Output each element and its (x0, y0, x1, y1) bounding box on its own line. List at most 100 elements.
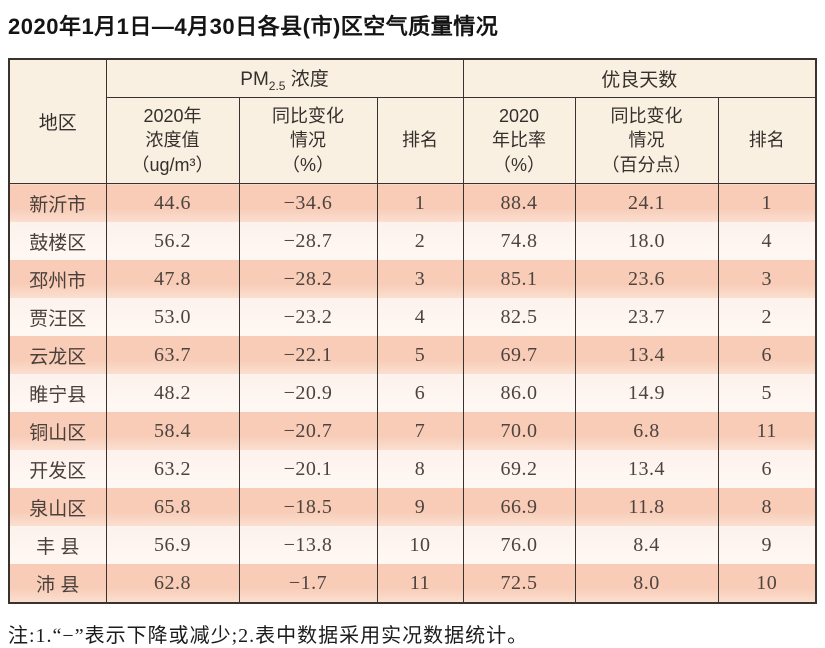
column-header-good-change: 同比变化 情况 （百分点） (574, 97, 719, 184)
cell-pm-value: 63.7 (105, 336, 240, 374)
cell-pm-change: −20.9 (238, 374, 378, 412)
cell-region: 开发区 (8, 450, 107, 488)
cell-pm-change: −1.7 (238, 564, 378, 603)
column-header-pm-value: 2020年 浓度值 （ug/m³） (105, 97, 240, 184)
table-row: 丰 县 56.9 −13.8 10 76.0 8.4 9 (8, 526, 817, 564)
cell-good-ratio: 82.5 (462, 298, 576, 336)
cell-region: 新沂市 (8, 183, 107, 222)
table-row: 开发区 63.2 −20.1 8 69.2 13.4 6 (8, 450, 817, 488)
table-row: 邳州市 47.8 −28.2 3 85.1 23.6 3 (8, 260, 817, 298)
cell-good-rank: 6 (717, 450, 817, 488)
cell-region: 丰 县 (8, 526, 107, 564)
cell-good-change: 24.1 (574, 183, 719, 222)
cell-good-change: 6.8 (574, 412, 719, 450)
column-header-pm-rank: 排名 (376, 97, 464, 184)
cell-good-ratio: 88.4 (462, 183, 576, 222)
cell-good-ratio: 76.0 (462, 526, 576, 564)
table-row: 泉山区 65.8 −18.5 9 66.9 11.8 8 (8, 488, 817, 526)
cell-pm-value: 47.8 (105, 260, 240, 298)
column-header-good-ratio: 2020 年比率 （%） (462, 97, 576, 184)
air-quality-report-page: 2020年1月1日—4月30日各县(市)区空气质量情况 地区 PM2.5 浓度 … (8, 14, 818, 647)
cell-pm-change: −22.1 (238, 336, 378, 374)
cell-pm-change: −20.1 (238, 450, 378, 488)
column-header-good-rank: 排名 (717, 97, 817, 184)
air-quality-table: 地区 PM2.5 浓度 优良天数 2020年 浓度值 （ug/m³） 同比变化 … (8, 58, 818, 604)
cell-good-rank: 2 (717, 298, 817, 336)
cell-good-ratio: 70.0 (462, 412, 576, 450)
table-row: 沛 县 62.8 −1.7 11 72.5 8.0 10 (8, 564, 817, 603)
cell-good-ratio: 69.2 (462, 450, 576, 488)
cell-good-change: 14.9 (574, 374, 719, 412)
cell-pm-rank: 1 (376, 183, 464, 222)
table-row: 贾汪区 53.0 −23.2 4 82.5 23.7 2 (8, 298, 817, 336)
cell-good-rank: 11 (717, 412, 817, 450)
cell-good-rank: 10 (717, 564, 817, 603)
cell-region: 鼓楼区 (8, 222, 107, 260)
cell-region: 睢宁县 (8, 374, 107, 412)
cell-good-rank: 6 (717, 336, 817, 374)
cell-pm-value: 62.8 (105, 564, 240, 603)
cell-good-ratio: 72.5 (462, 564, 576, 603)
cell-good-change: 8.4 (574, 526, 719, 564)
cell-pm-change: −34.6 (238, 183, 378, 222)
column-group-good-days: 优良天数 (462, 58, 817, 98)
cell-good-change: 11.8 (574, 488, 719, 526)
cell-pm-change: −28.7 (238, 222, 378, 260)
cell-region: 沛 县 (8, 564, 107, 603)
cell-pm-change: −13.8 (238, 526, 378, 564)
cell-pm-change: −28.2 (238, 260, 378, 298)
cell-region: 贾汪区 (8, 298, 107, 336)
cell-good-rank: 5 (717, 374, 817, 412)
cell-pm-rank: 9 (376, 488, 464, 526)
page-title: 2020年1月1日—4月30日各县(市)区空气质量情况 (8, 14, 499, 39)
table-row: 铜山区 58.4 −20.7 7 70.0 6.8 11 (8, 412, 817, 450)
cell-good-change: 13.4 (574, 450, 719, 488)
cell-good-ratio: 85.1 (462, 260, 576, 298)
cell-good-change: 18.0 (574, 222, 719, 260)
cell-good-rank: 9 (717, 526, 817, 564)
cell-pm-value: 58.4 (105, 412, 240, 450)
cell-pm-value: 56.9 (105, 526, 240, 564)
cell-good-change: 8.0 (574, 564, 719, 603)
cell-pm-rank: 6 (376, 374, 464, 412)
table-row: 云龙区 63.7 −22.1 5 69.7 13.4 6 (8, 336, 817, 374)
cell-pm-rank: 7 (376, 412, 464, 450)
cell-pm-change: −18.5 (238, 488, 378, 526)
table-sub-header-row: 2020年 浓度值 （ug/m³） 同比变化 情况 （%） 排名 2020 年比… (9, 97, 817, 184)
cell-pm-value: 44.6 (105, 183, 240, 222)
table-row: 睢宁县 48.2 −20.9 6 86.0 14.9 5 (8, 374, 817, 412)
cell-pm-value: 63.2 (105, 450, 240, 488)
column-header-pm-change: 同比变化 情况 （%） (238, 97, 378, 184)
cell-pm-rank: 4 (376, 298, 464, 336)
cell-pm-rank: 11 (376, 564, 464, 603)
pm25-label: PM2.5 浓度 (240, 69, 329, 93)
cell-good-change: 23.7 (574, 298, 719, 336)
cell-region: 邳州市 (8, 260, 107, 298)
cell-pm-value: 56.2 (105, 222, 240, 260)
cell-pm-value: 53.0 (105, 298, 240, 336)
cell-pm-value: 65.8 (105, 488, 240, 526)
cell-good-ratio: 74.8 (462, 222, 576, 260)
cell-good-rank: 4 (717, 222, 817, 260)
cell-region: 泉山区 (8, 488, 107, 526)
cell-good-rank: 1 (717, 183, 817, 222)
cell-region: 铜山区 (8, 412, 107, 450)
cell-pm-value: 48.2 (105, 374, 240, 412)
cell-good-ratio: 86.0 (462, 374, 576, 412)
column-group-pm25: PM2.5 浓度 (105, 58, 464, 98)
column-header-region: 地区 (8, 58, 107, 184)
table-row: 鼓楼区 56.2 −28.7 2 74.8 18.0 4 (8, 222, 817, 260)
cell-good-ratio: 66.9 (462, 488, 576, 526)
cell-good-change: 13.4 (574, 336, 719, 374)
cell-good-change: 23.6 (574, 260, 719, 298)
cell-pm-rank: 5 (376, 336, 464, 374)
cell-pm-rank: 10 (376, 526, 464, 564)
cell-pm-change: −23.2 (238, 298, 378, 336)
table-row: 新沂市 44.6 −34.6 1 88.4 24.1 1 (8, 183, 817, 222)
cell-pm-rank: 2 (376, 222, 464, 260)
cell-pm-change: −20.7 (238, 412, 378, 450)
table-group-header-row: 地区 PM2.5 浓度 优良天数 (8, 58, 817, 184)
cell-good-rank: 3 (717, 260, 817, 298)
cell-region: 云龙区 (8, 336, 107, 374)
cell-good-ratio: 69.7 (462, 336, 576, 374)
